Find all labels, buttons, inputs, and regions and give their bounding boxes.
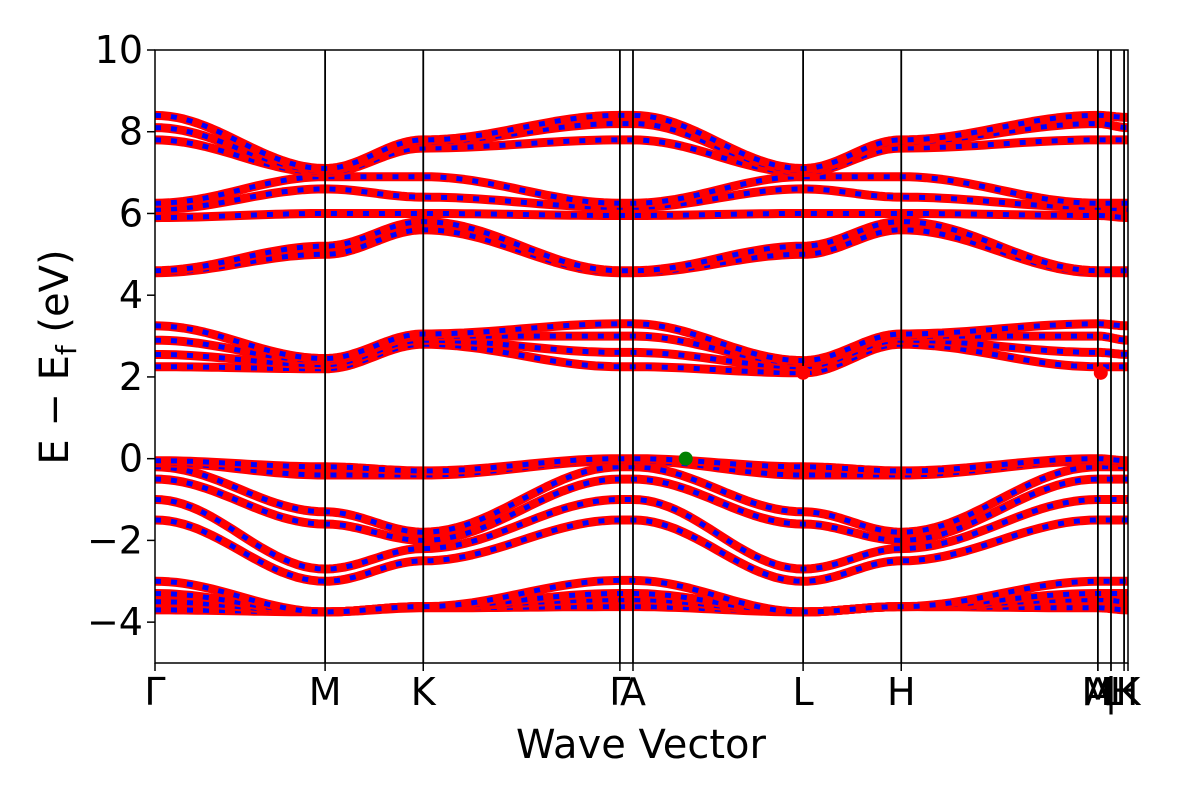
- x-tick-label: A: [620, 670, 646, 714]
- y-tick-label: 6: [119, 191, 143, 235]
- marker-vbm: [678, 451, 693, 466]
- y-tick-label: 2: [119, 355, 143, 399]
- y-tick-label: 4: [119, 273, 143, 317]
- band-line-projection: [155, 497, 1128, 572]
- kpoint-lines: [324, 50, 1125, 663]
- band-line-projection: [155, 591, 1128, 615]
- y-axis-label-unit: (eV): [32, 249, 78, 345]
- x-tick-label: A: [1085, 670, 1111, 714]
- y-axis-label-main: E − E: [32, 355, 78, 465]
- y-tick-label: 8: [119, 110, 143, 154]
- y-axis-ticks: −4 −2 0 2 4 6 8 10: [87, 28, 155, 644]
- x-tick-label: M: [1081, 670, 1114, 714]
- marker-cbm-l: [796, 365, 811, 380]
- plot-frame: [154, 49, 1129, 664]
- y-axis-label-sub: f: [50, 344, 83, 355]
- x-tick-label: |: [1105, 670, 1118, 715]
- x-tick-label: Γ: [144, 670, 165, 714]
- x-tick-label: K: [1116, 670, 1142, 714]
- marker-cbm-m: [1093, 365, 1108, 380]
- x-axis-label: Wave Vector: [516, 722, 767, 768]
- x-tick-label: L: [793, 670, 814, 714]
- x-tick-label: H: [887, 670, 916, 714]
- y-tick-label: −2: [87, 518, 143, 562]
- x-tick-label: Γ: [609, 670, 630, 714]
- y-tick-label: 0: [119, 437, 143, 481]
- x-tick-label: M: [309, 670, 342, 714]
- y-axis-label: E − Ef (eV): [32, 249, 83, 464]
- markers-layer: [678, 365, 1108, 466]
- y-tick-label: −4: [87, 600, 143, 644]
- x-axis-ticks: Γ M K ΓA L H AM|LHK: [144, 663, 1142, 715]
- band-line-projection: [155, 112, 1128, 172]
- y-tick-label: 10: [95, 28, 143, 72]
- x-tick-label: K: [411, 670, 437, 714]
- x-tick-label: H: [1110, 670, 1139, 714]
- x-tick-label: L: [1100, 670, 1121, 714]
